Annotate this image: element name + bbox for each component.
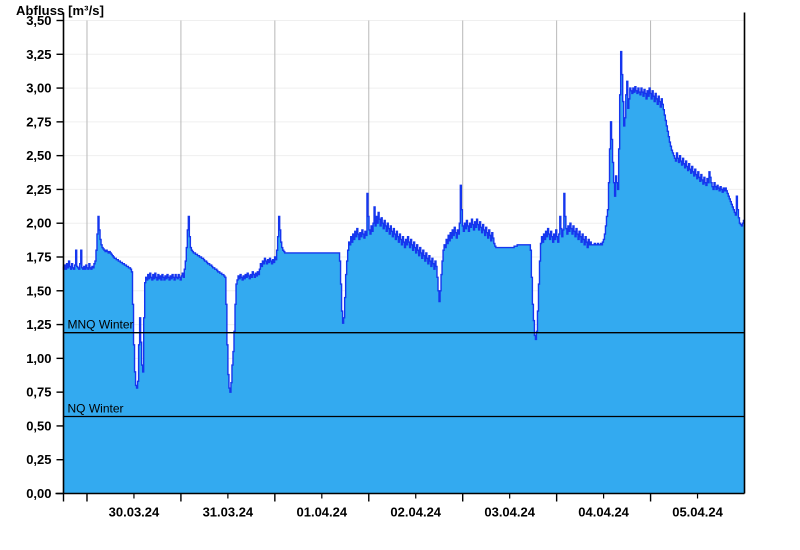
y-tick-label: 3,00 (26, 81, 51, 96)
y-tick-label: 0,75 (26, 385, 51, 400)
x-tick-label: 02.04.24 (390, 505, 441, 520)
x-tick-label: 05.04.24 (672, 505, 723, 520)
y-tick-label: 2,00 (26, 216, 51, 231)
threshold-label: MNQ Winter (68, 318, 134, 332)
y-tick-label: 1,50 (26, 283, 51, 298)
x-tick-label: 30.03.24 (109, 505, 160, 520)
y-tick-label: 1,75 (26, 250, 51, 265)
threshold-lines: MNQ Winter NQ Winter (63, 318, 745, 418)
threshold-label: NQ Winter (68, 401, 124, 415)
y-axis-ticks: 0,00 0,25 0,50 0,75 1,00 1,25 1,50 1,75 2,00 2,25… (26, 13, 64, 501)
y-tick-label: 0,00 (26, 486, 51, 501)
axis-frame (55, 12, 746, 495)
y-tick-label: 2,25 (26, 182, 51, 197)
discharge-area-series (62, 50, 745, 494)
x-tick-label: 03.04.24 (484, 505, 535, 520)
y-tick-label: 1,25 (26, 317, 51, 332)
y-tick-label: 2,50 (26, 148, 51, 163)
y-tick-label: 1,00 (26, 351, 51, 366)
x-tick-label: 31.03.24 (203, 505, 254, 520)
x-axis-ticks: 30.03.24 31.03.24 01.04.24 02.04.24 03.04.24… (62, 493, 724, 520)
x-tick-label: 01.04.24 (297, 505, 348, 520)
page-title: Abfluss [m³/s] (16, 3, 105, 18)
discharge-line (62, 50, 745, 393)
discharge-area-fill (63, 51, 745, 494)
y-tick-label: 0,50 (26, 418, 51, 433)
y-tick-label: 0,25 (26, 452, 51, 467)
y-tick-label: 2,75 (26, 114, 51, 129)
y-tick-label: 3,50 (26, 13, 51, 28)
x-tick-label: 04.04.24 (578, 505, 629, 520)
y-tick-label: 3,25 (26, 47, 51, 62)
